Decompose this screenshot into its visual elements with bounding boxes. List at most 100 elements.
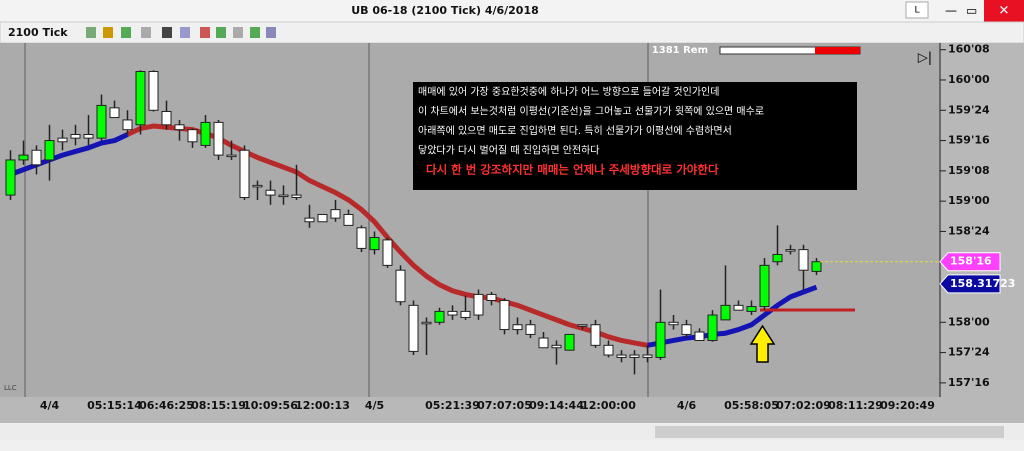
candle-body: [18, 154, 29, 161]
candle-body: [291, 194, 302, 199]
candle-body: [109, 107, 120, 119]
title-bar: [0, 0, 1024, 22]
candle-body: [512, 324, 523, 331]
candle-body: [811, 261, 822, 272]
price-marker: [939, 274, 1001, 294]
candle-body: [395, 269, 406, 303]
x-tick-label: 05:21:39: [425, 399, 480, 412]
y-tick-label: 160'00: [948, 73, 990, 86]
y-tick-label: 157'24: [948, 346, 990, 359]
candle-body: [772, 253, 783, 263]
candle-body: [668, 321, 679, 326]
toolbar-icons[interactable]: [86, 27, 276, 38]
y-tick-label: 159'16: [948, 134, 990, 147]
x-tick-label: 05:15:14: [87, 399, 142, 412]
x-tick-label: 12:00:13: [295, 399, 350, 412]
candle-body: [447, 310, 458, 316]
y-tick-label: 158'24: [948, 224, 990, 237]
remaining-ticks: 1381 Rem: [652, 45, 708, 56]
arrow: [749, 324, 776, 363]
x-tick-label: 06:46:25: [139, 399, 194, 412]
candle-body: [317, 213, 328, 223]
x-tick-label: 08:11:29: [828, 399, 883, 412]
minimize[interactable]: —: [945, 4, 957, 18]
candle-body: [70, 134, 81, 139]
x-tick-label: 4/6: [677, 399, 697, 412]
scroll-end[interactable]: ▷|: [918, 51, 932, 66]
candle-body: [499, 299, 510, 331]
x-tick-label: 08:15:19: [191, 399, 246, 412]
x-tick-label: 07:07:05: [477, 399, 532, 412]
candle-body: [200, 121, 211, 146]
watermark: LLC: [4, 384, 17, 392]
y-tick-label: 159'24: [948, 103, 990, 116]
candle-body: [252, 184, 263, 188]
candle-body: [460, 310, 471, 318]
window-button[interactable]: [905, 1, 929, 19]
candle-body: [707, 314, 718, 341]
candle-body: [603, 344, 614, 356]
close-icon: ✕: [999, 4, 1010, 19]
x-tick-label: 4/4: [40, 399, 60, 412]
candle-body: [226, 154, 237, 158]
candle-body: [330, 209, 341, 219]
candle-body: [343, 213, 354, 226]
candle-body: [655, 321, 666, 358]
candle-body: [434, 310, 445, 323]
maximize[interactable]: ▭: [966, 4, 977, 18]
candle-body: [44, 140, 55, 161]
candle-body: [57, 137, 68, 143]
toolbar: [0, 21, 1024, 44]
interval-selector[interactable]: 2100 Tick: [8, 26, 68, 39]
price-marker: [939, 252, 1001, 272]
candle-body: [31, 149, 42, 166]
price-axis: [940, 43, 1024, 397]
candle-body: [369, 236, 380, 251]
x-tick-label: 12:00:00: [581, 399, 636, 412]
plot: 157'16 157'24 158'00 158'24 159'00 159'08 159'…: [5, 43, 1015, 412]
window-button-label: L: [914, 6, 919, 16]
y-tick-label: 157'16: [948, 376, 990, 389]
annotation-highlight: 다시 한 번 강조하지만 매매는 언제나 주세방향대로 가야한다: [426, 163, 719, 177]
x-tick-label: 05:58:05: [724, 399, 779, 412]
price-marker-label: 158'16: [950, 255, 992, 268]
candle-body: [551, 344, 562, 349]
x-tick-label: 09:20:49: [880, 399, 935, 412]
candle-body: [122, 119, 133, 131]
annotation-line: 매매에 있어 가장 중요한것중에 하나가 어느 방향으로 들어갈 것인가인데: [418, 85, 719, 98]
candle-body: [304, 217, 315, 223]
window-title: UB 06-18 (2100 Tick) 4/6/2018: [351, 4, 539, 17]
y-tick-label: 159'08: [948, 164, 990, 177]
x-tick-label: 07:02:09: [776, 399, 831, 412]
annotation-text: 매매에 있어 가장 중요한것중에 하나가 어느 방향으로 들어갈 것인가인데이 …: [418, 85, 764, 177]
close-button[interactable]: [984, 0, 1024, 22]
candle-body: [759, 264, 770, 308]
candle-body: [83, 134, 94, 139]
candle-body: [564, 333, 575, 351]
time-axis: [0, 397, 1024, 423]
candle-body: [694, 331, 705, 341]
price-marker-label: 158.31723: [950, 277, 1015, 290]
candle-body: [148, 71, 159, 111]
annotation-line: 아래쪽에 있으면 매도로 진입하면 된다. 특히 선물가가 이평선에 수렴하면서: [418, 124, 732, 137]
candle-body: [239, 149, 250, 199]
moving-average: [9, 132, 818, 348]
candle-body: [616, 354, 627, 358]
annotation-line: 닿았다가 다시 벌어질 때 진입하면 안전하다: [418, 144, 600, 157]
candle-body: [408, 304, 419, 352]
annotation-line: 이 차트에서 보는것처럼 이평선(기준선)을 그어놓고 선물가가 윗쪽에 있으면…: [418, 105, 764, 118]
candle-body: [629, 354, 640, 358]
candle-body: [525, 324, 536, 335]
y-tick-label: 160'08: [948, 43, 990, 56]
candle-body: [421, 321, 432, 325]
tick-progress-fill: [815, 47, 860, 54]
candle-body: [577, 324, 588, 327]
candle-body: [785, 249, 796, 252]
scroll-thumb[interactable]: [655, 426, 1004, 438]
candle-body: [473, 293, 484, 316]
candle-body: [538, 337, 549, 349]
candle-body: [5, 159, 16, 196]
candle-body: [642, 354, 653, 358]
candle-body: [187, 129, 198, 143]
